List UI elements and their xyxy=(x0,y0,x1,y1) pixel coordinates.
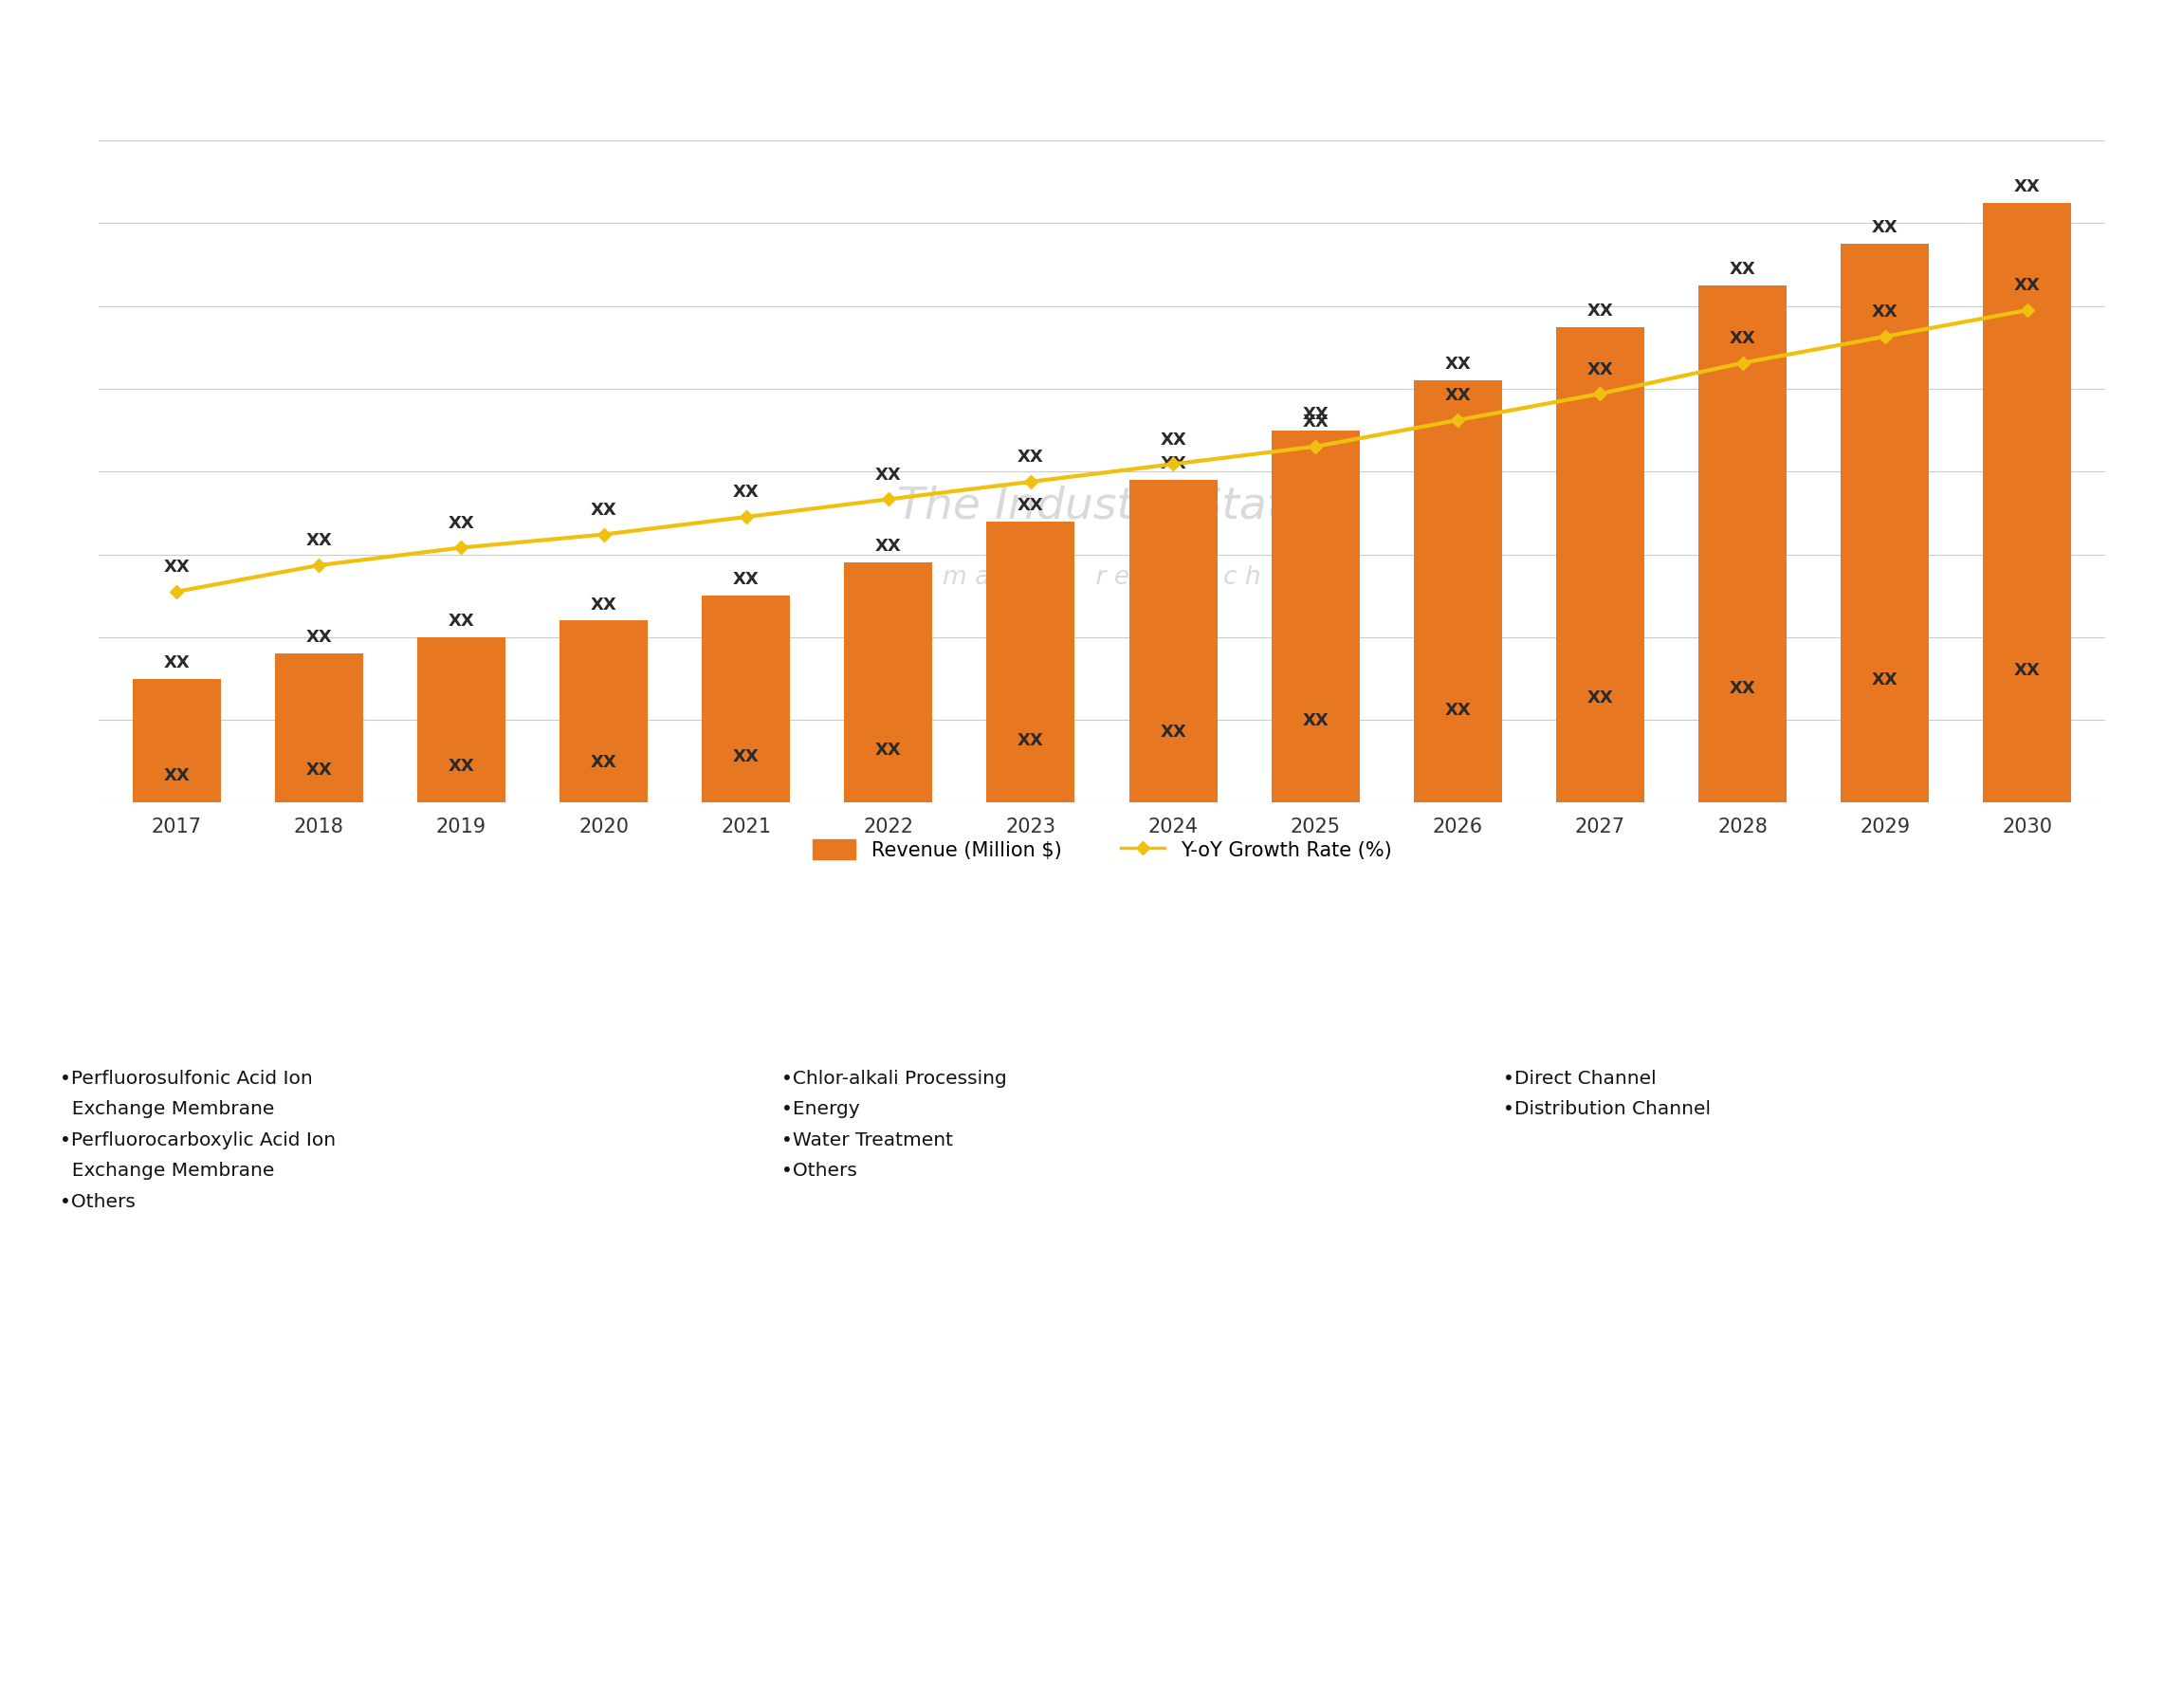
Text: XX: XX xyxy=(591,502,618,519)
Bar xyxy=(1414,381,1501,803)
Text: XX: XX xyxy=(1303,712,1329,729)
Text: XX: XX xyxy=(1017,497,1043,514)
Text: XX: XX xyxy=(1730,680,1757,697)
Bar xyxy=(986,521,1076,803)
Bar xyxy=(1556,326,1645,803)
Text: XX: XX xyxy=(1730,330,1757,347)
Text: Email: sales@theindustrystats.com: Email: sales@theindustrystats.com xyxy=(908,1635,1274,1653)
Text: Fig. Global Ion Selective Permeable Membrane Market Status and Outlook: Fig. Global Ion Selective Permeable Memb… xyxy=(28,41,1187,68)
Text: XX: XX xyxy=(164,767,190,784)
Text: XX: XX xyxy=(1444,388,1471,405)
Text: XX: XX xyxy=(2014,663,2040,680)
Text: The Industry Stats: The Industry Stats xyxy=(897,485,1307,528)
Text: XX: XX xyxy=(875,466,901,483)
Text: Source: Theindustrystats Analysis: Source: Theindustrystats Analysis xyxy=(26,1635,382,1653)
Text: XX: XX xyxy=(2014,277,2040,294)
Text: XX: XX xyxy=(875,741,901,758)
Text: m a r k e t   r e s e a r c h: m a r k e t r e s e a r c h xyxy=(943,565,1261,589)
Bar xyxy=(1842,244,1929,803)
Text: Website: www.theindustrystats.com: Website: www.theindustrystats.com xyxy=(1776,1635,2156,1653)
Text: XX: XX xyxy=(1303,407,1329,424)
Legend: Revenue (Million $), Y-oY Growth Rate (%): Revenue (Million $), Y-oY Growth Rate (%… xyxy=(805,832,1399,868)
Text: XX: XX xyxy=(1161,456,1187,473)
Text: XX: XX xyxy=(1017,733,1043,750)
Text: XX: XX xyxy=(591,596,618,613)
Text: Application: Application xyxy=(1023,945,1159,965)
Bar xyxy=(275,654,362,803)
Text: XX: XX xyxy=(447,758,473,775)
Text: XX: XX xyxy=(1161,432,1187,449)
Text: XX: XX xyxy=(591,755,618,772)
Text: XX: XX xyxy=(1161,722,1187,740)
Text: XX: XX xyxy=(2014,178,2040,195)
Text: XX: XX xyxy=(1586,302,1612,319)
Text: XX: XX xyxy=(733,483,759,500)
Text: XX: XX xyxy=(1444,702,1471,719)
Text: XX: XX xyxy=(447,514,473,531)
Text: XX: XX xyxy=(447,613,473,630)
Text: XX: XX xyxy=(733,748,759,765)
Bar xyxy=(1272,430,1359,803)
Text: XX: XX xyxy=(1444,355,1471,372)
Text: XX: XX xyxy=(875,538,901,555)
Text: XX: XX xyxy=(305,533,332,550)
Text: XX: XX xyxy=(1586,690,1612,707)
Bar xyxy=(844,562,932,803)
Text: •Chlor-alkali Processing
•Energy
•Water Treatment
•Others: •Chlor-alkali Processing •Energy •Water … xyxy=(781,1069,1006,1180)
Text: XX: XX xyxy=(305,762,332,779)
Text: XX: XX xyxy=(1872,671,1898,688)
Text: XX: XX xyxy=(305,629,332,646)
Text: XX: XX xyxy=(1730,261,1757,278)
Text: XX: XX xyxy=(1872,219,1898,236)
Text: Sales Channels: Sales Channels xyxy=(1722,945,1903,965)
Bar xyxy=(1983,203,2071,803)
Text: XX: XX xyxy=(164,654,190,671)
Text: XX: XX xyxy=(1872,304,1898,321)
Text: XX: XX xyxy=(1303,413,1329,430)
Text: •Perfluorosulfonic Acid Ion
  Exchange Membrane
•Perfluorocarboxylic Acid Ion
  : •Perfluorosulfonic Acid Ion Exchange Mem… xyxy=(59,1069,336,1211)
Bar xyxy=(417,637,506,803)
Text: XX: XX xyxy=(1586,360,1612,377)
Bar xyxy=(559,620,648,803)
Text: Product Types: Product Types xyxy=(286,945,454,965)
Bar xyxy=(133,678,220,803)
Text: •Direct Channel
•Distribution Channel: •Direct Channel •Distribution Channel xyxy=(1503,1069,1711,1119)
Text: XX: XX xyxy=(733,570,759,588)
Text: XX: XX xyxy=(1017,449,1043,466)
Bar xyxy=(1128,480,1218,803)
Bar xyxy=(1698,285,1787,803)
Text: XX: XX xyxy=(164,559,190,576)
Bar xyxy=(703,596,790,803)
